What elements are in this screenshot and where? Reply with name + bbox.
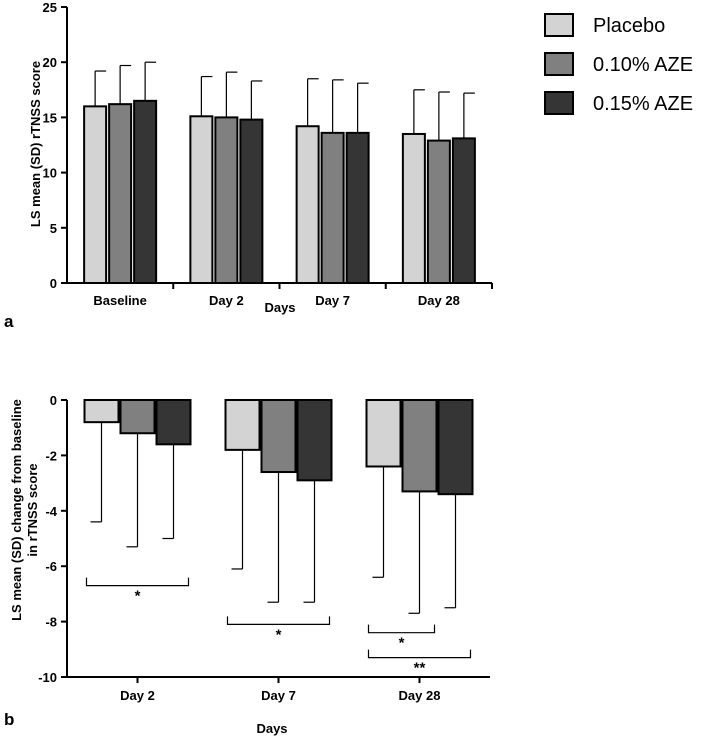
legend-swatch xyxy=(544,91,574,115)
panel-a-bar xyxy=(426,139,451,284)
panel-b-y-tick-label: -10 xyxy=(38,670,57,685)
significance-marker: ** xyxy=(414,660,426,677)
panel-b-bar xyxy=(437,399,474,496)
panel-a-label: a xyxy=(4,312,14,331)
panel-a-bar xyxy=(401,132,426,284)
panel-b-bar xyxy=(296,399,333,482)
panel-a-bar xyxy=(320,131,345,284)
panel-b-y-axis-title-line-2: in rTNSS score xyxy=(25,463,40,556)
legend-swatch xyxy=(544,52,574,76)
significance-bracket xyxy=(226,616,331,625)
panel-a-bar xyxy=(189,115,214,284)
significance-marker: * xyxy=(276,626,282,643)
panel-b-y-tick-label: -2 xyxy=(45,448,57,463)
panel-a-y-tick-label: 20 xyxy=(43,55,57,70)
panel-a-y-tick-label: 10 xyxy=(43,166,57,181)
panel-b-x-tick-label: Day 28 xyxy=(399,688,441,703)
panel-b-bar xyxy=(224,399,261,451)
panel-a-x-tick-label: Baseline xyxy=(93,293,146,308)
panel-b-bar xyxy=(401,399,438,493)
panel-a-x-axis-title: Days xyxy=(264,300,295,315)
panel-b-x-tick-label: Day 2 xyxy=(120,688,155,703)
panel-a-y-tick-label: 25 xyxy=(43,0,57,15)
significance-bracket xyxy=(85,577,190,587)
legend: Placebo 0.10% AZE 0.15% AZE xyxy=(544,13,693,115)
panel-b-bar xyxy=(119,399,156,435)
panel-a-bar xyxy=(345,131,370,284)
panel-a-bar xyxy=(133,99,158,284)
legend-swatch xyxy=(544,13,574,37)
significance-bracket xyxy=(367,649,472,659)
panel-b-y-tick-label: -6 xyxy=(45,559,57,574)
panel-a-x-tick-label: Day 7 xyxy=(315,293,350,308)
panel-a-x-tick-label: Day 2 xyxy=(209,293,244,308)
panel-b-bar xyxy=(365,399,402,468)
panel-a-bar xyxy=(451,137,476,284)
panel-b-bar xyxy=(260,399,297,474)
panel-a-y-tick-label: 0 xyxy=(50,276,57,291)
significance-marker: * xyxy=(399,635,405,652)
legend-label: 0.15% AZE xyxy=(593,93,693,115)
panel-a-bar xyxy=(239,118,264,284)
legend-label: 0.10% AZE xyxy=(593,54,693,76)
panel-a-x-tick-label: Day 28 xyxy=(418,293,460,308)
panel-a-bar xyxy=(214,116,239,285)
legend-label: Placebo xyxy=(593,15,665,37)
significance-bracket xyxy=(367,624,436,634)
panel-a: LS mean (SD) rTNSS score Days a 0 5 10 15 20… xyxy=(4,0,493,331)
panel-a-y-tick-label: 5 xyxy=(50,221,57,236)
panel-b-y-tick-label: -4 xyxy=(45,504,57,519)
panel-b-y-tick-label: -8 xyxy=(45,615,57,630)
panel-b-y-axis-title-line-1: LS mean (SD) change from baseline xyxy=(9,399,24,621)
panel-b: LS mean (SD) change from baseline in rTN… xyxy=(4,393,490,736)
panel-a-y-axis-title: LS mean (SD) rTNSS score xyxy=(28,61,43,227)
panel-b-y-tick-label: 0 xyxy=(50,393,57,408)
panel-b-label: b xyxy=(4,710,14,729)
panel-a-bar xyxy=(83,105,108,284)
significance-marker: * xyxy=(135,588,141,605)
panel-b-bar xyxy=(155,399,192,446)
panel-a-bar xyxy=(295,125,320,285)
panel-a-bar xyxy=(108,103,133,285)
panel-b-bar xyxy=(83,399,120,424)
panel-b-x-tick-label: Day 7 xyxy=(261,688,296,703)
panel-a-y-tick-label: 15 xyxy=(43,110,57,125)
panel-b-x-axis-title: Days xyxy=(256,721,287,736)
